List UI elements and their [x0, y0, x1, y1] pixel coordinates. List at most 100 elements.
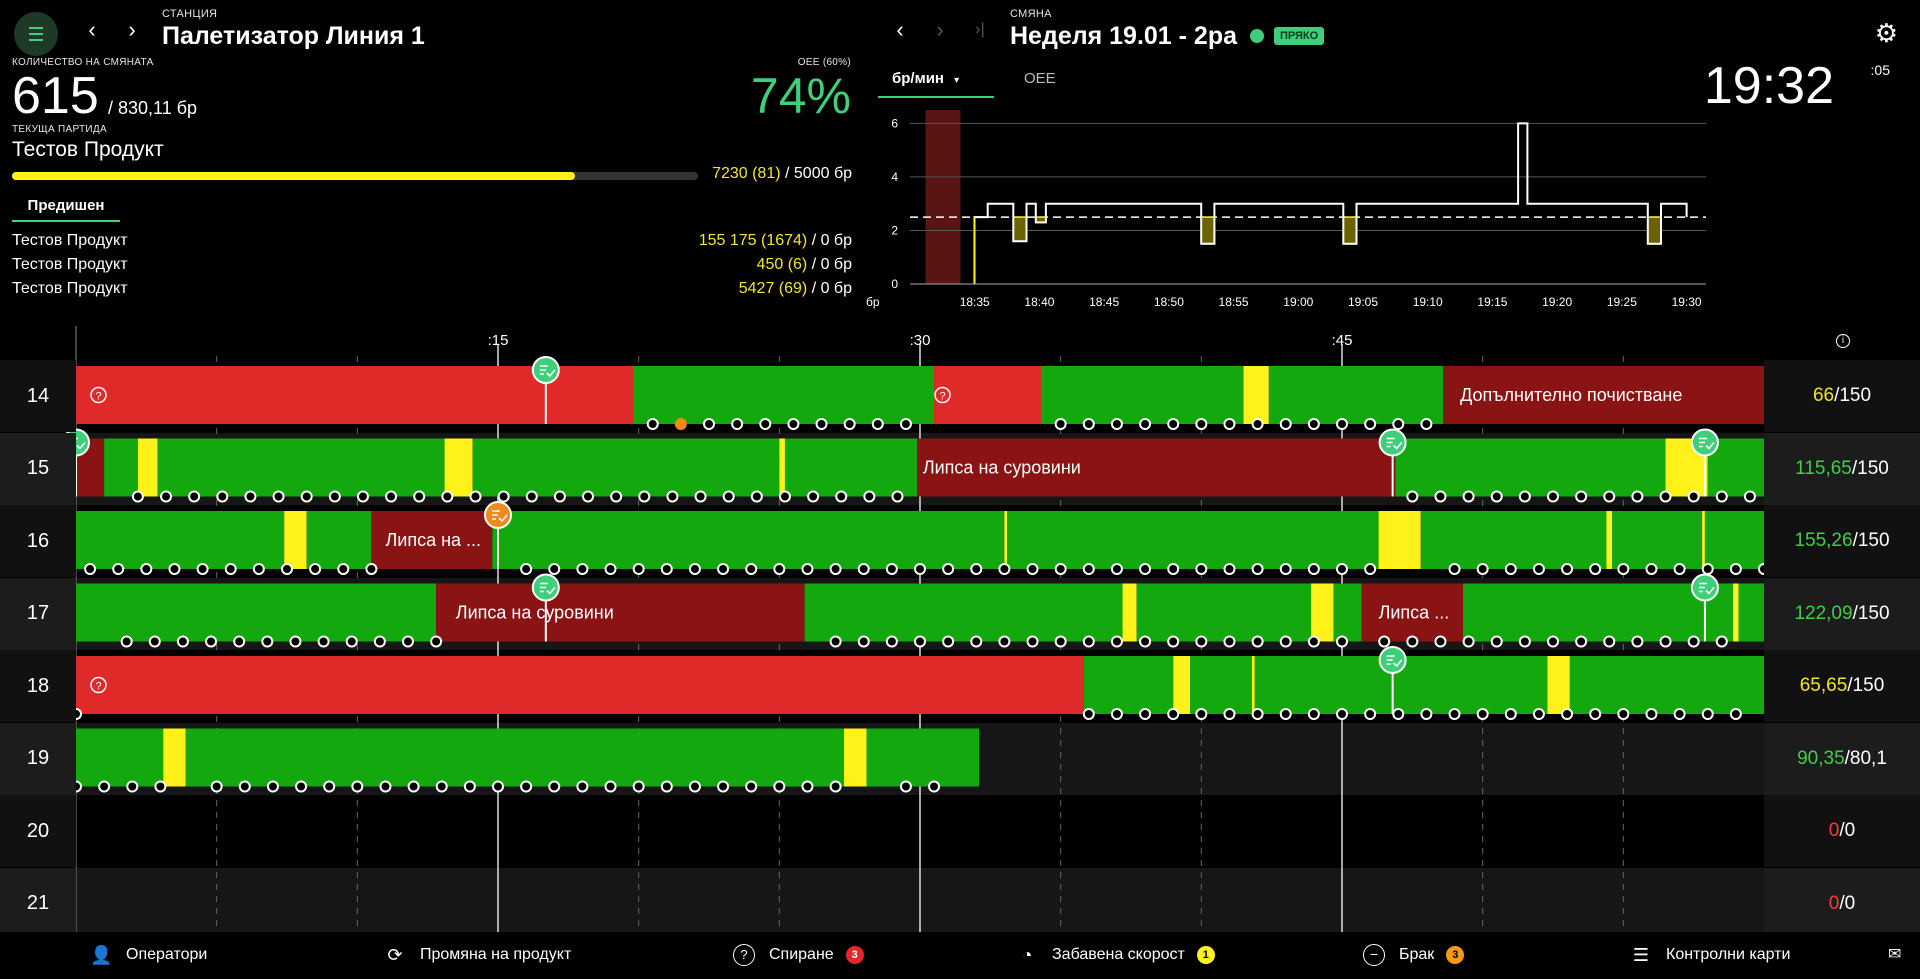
status-segment [866, 728, 980, 787]
hour-output-plan: /150 [1852, 602, 1890, 624]
production-tick-dot [435, 780, 448, 793]
scrap-button[interactable]: − Брак 3 [1363, 944, 1465, 966]
production-tick-dot [356, 490, 369, 503]
stop-button[interactable]: ? Спиране 3 [733, 944, 864, 966]
question-icon-glyph: ? [939, 391, 945, 403]
production-tick-dot [300, 490, 313, 503]
operators-button[interactable]: 👤 Оператори [90, 944, 207, 966]
production-tick-dot [1364, 418, 1377, 430]
y-tick-label: 0 [891, 277, 898, 291]
production-tick-dot [1476, 708, 1489, 720]
hour-output-actual: 122,09 [1794, 602, 1853, 624]
tab-pieces-per-min[interactable]: бр/мин ▾ [878, 70, 994, 98]
stoppage-reason-label: Липса на суровини [456, 603, 614, 623]
control-cards-label: Контролни карти [1666, 946, 1791, 963]
stoppage-reason-label: Липса на суровини [923, 458, 1081, 478]
hour-label: 14 [0, 360, 76, 432]
batch-progress-fill [12, 172, 575, 180]
oee-caption: OEE (60%) [797, 57, 851, 68]
production-tick-dot [1589, 563, 1602, 575]
next-station-icon[interactable]: › [128, 17, 136, 42]
batch-progress-text: 7230 (81) / 5000 бр [712, 165, 852, 183]
qty-caption: КОЛИЧЕСТВО НА СМЯНАТА [12, 57, 154, 68]
production-tick-dot [210, 780, 223, 793]
previous-value: 450 (6) [756, 256, 808, 273]
production-tick-dot [1561, 563, 1574, 575]
production-tick-dot [576, 563, 589, 575]
production-tick-dot [801, 780, 814, 793]
production-tick-dot [632, 563, 645, 575]
production-tick-dot [1223, 708, 1236, 720]
status-segment [1704, 511, 1764, 569]
gear-icon[interactable]: ⚙ [1874, 18, 1898, 48]
production-tick-dot [1336, 563, 1348, 575]
production-tick-dot [632, 780, 645, 793]
status-segment [917, 438, 1396, 497]
product-change-label: Промяна на продукт [420, 946, 572, 963]
production-tick-dot [745, 563, 758, 575]
production-tick-dot [1701, 563, 1714, 575]
hour-label: 16 [0, 505, 76, 577]
production-tick-dot [1392, 708, 1405, 720]
production-tick-dot [1743, 490, 1756, 503]
production-tick-dot [582, 490, 595, 503]
next-shift-icon[interactable]: › [936, 17, 944, 42]
mail-icon[interactable]: ✉ [1888, 946, 1902, 963]
production-tick-dot [1490, 635, 1503, 648]
y-tick-label: 2 [891, 223, 898, 237]
hour-label: 21 [0, 867, 76, 940]
production-tick-dot [520, 780, 533, 793]
production-tick-dot [1434, 490, 1447, 503]
production-tick-dot [1462, 490, 1475, 503]
status-segment [284, 511, 307, 569]
clock-seconds: :05 [1870, 62, 1890, 78]
production-tick-dot [1378, 635, 1391, 648]
tab-oee[interactable]: OEE [1024, 70, 1056, 87]
production-tick-dot [1448, 563, 1461, 575]
hour-output: 0/0 [1764, 795, 1920, 867]
tab-previous[interactable]: Предишен [12, 194, 120, 222]
production-tick-dot [1082, 418, 1095, 430]
status-segment [492, 511, 1005, 569]
last-shift-icon[interactable]: ›| [975, 21, 985, 38]
prev-shift-icon[interactable]: ‹ [896, 17, 904, 42]
chevron-down-icon: ▾ [954, 75, 960, 86]
hour-output: 122,09/150 [1764, 577, 1920, 650]
production-tick-dot [1307, 563, 1320, 575]
scrap-count-badge: 3 [1446, 946, 1465, 964]
production-tick-dot [233, 635, 246, 648]
live-indicator-icon [1250, 29, 1264, 43]
production-tick-dot [492, 780, 504, 793]
production-tick-dot [970, 563, 983, 575]
timeline-graphic: :15:30:45? ?? Допълнително почистване Липса… [62, 326, 1770, 932]
info-icon[interactable]: i [1836, 334, 1850, 348]
question-icon-glyph: ? [95, 391, 101, 403]
menu-button[interactable] [14, 12, 58, 56]
product-change-button[interactable]: ⟳ Промяна на продукт [384, 944, 571, 966]
production-tick-dot [1518, 635, 1531, 648]
hour-label: 19 [0, 722, 76, 795]
production-tick-dot [703, 418, 715, 430]
time-label: :15 [488, 332, 509, 349]
hour-label: 18 [0, 650, 76, 722]
production-tick-dot [722, 490, 735, 503]
production-tick-dot [998, 635, 1011, 648]
hour-output: 65,65/150 [1764, 650, 1920, 722]
stop-label: Спиране [769, 946, 834, 963]
status-segment [779, 438, 785, 497]
production-tick-dot [1504, 563, 1517, 575]
y-tick-label: 4 [891, 170, 898, 184]
prev-station-icon[interactable]: ‹ [88, 17, 96, 42]
hour-output-plan: /150 [1852, 530, 1890, 551]
status-segment [371, 511, 493, 569]
slow-speed-button[interactable]: ◔ Забавена скорост 1 [1016, 944, 1215, 966]
production-tick-dot [660, 780, 673, 793]
production-tick-dot [1110, 563, 1123, 575]
production-tick-dot [942, 563, 955, 575]
status-segment [1268, 366, 1444, 424]
previous-total: / 0 бр [807, 280, 852, 297]
station-name: Палетизатор Линия 1 [162, 22, 425, 50]
production-tick-dot [1251, 708, 1264, 720]
control-cards-button[interactable]: ☰ Контролни карти [1630, 944, 1791, 966]
production-tick-dot [272, 490, 285, 503]
